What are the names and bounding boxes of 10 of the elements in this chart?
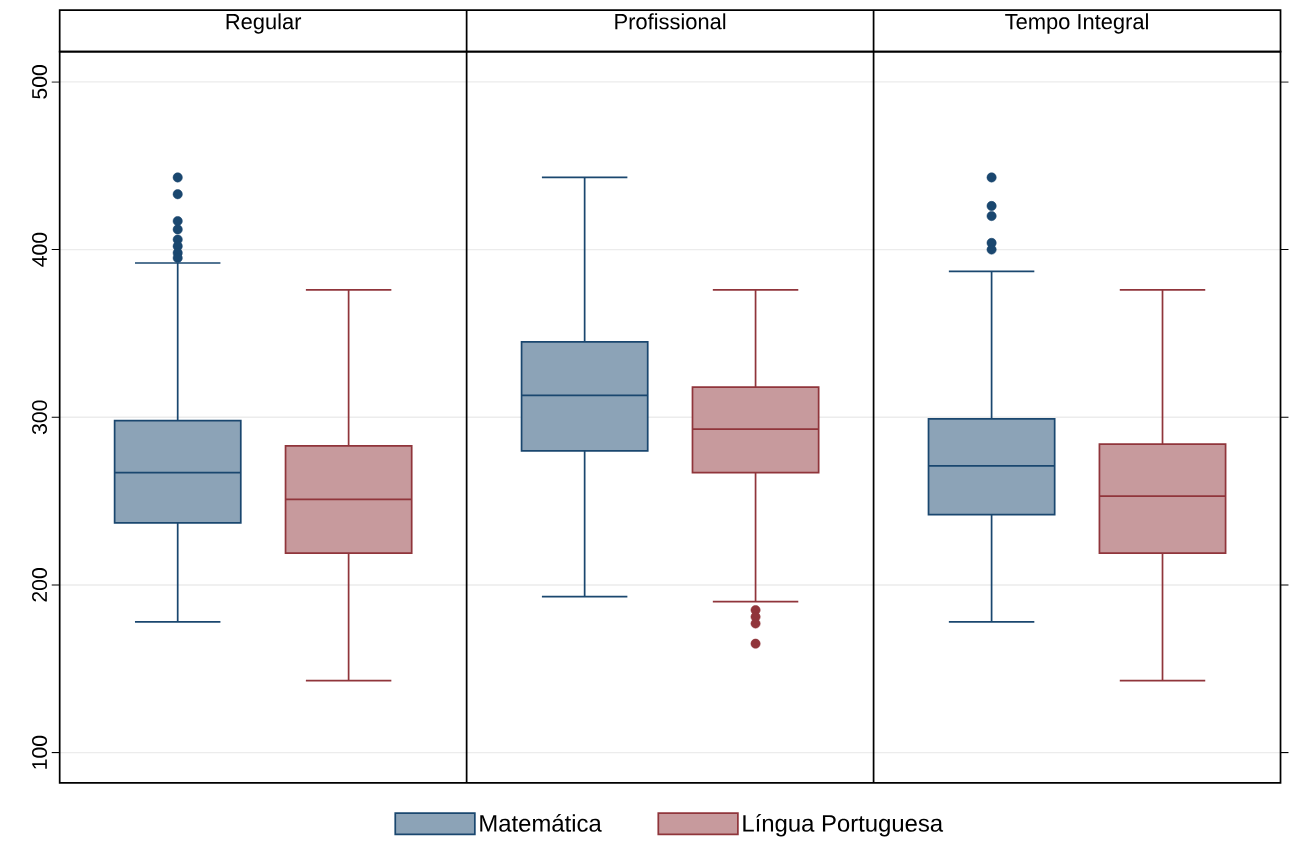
y-tick-label: 200 [32, 567, 48, 602]
legend-label: Língua Portuguesa [743, 813, 944, 837]
y-tick-label: 300 [32, 400, 48, 434]
x-tick-label: Regular [226, 13, 302, 34]
y-tick-label: 100 [32, 735, 48, 769]
y-tick-label: 500 [32, 64, 48, 99]
y-tick-label: 400 [32, 232, 48, 267]
x-tick-label: Profissional [615, 13, 726, 30]
legend-label: Matemática [480, 813, 602, 832]
x-tick-label: Tempo Integral [1005, 13, 1148, 34]
